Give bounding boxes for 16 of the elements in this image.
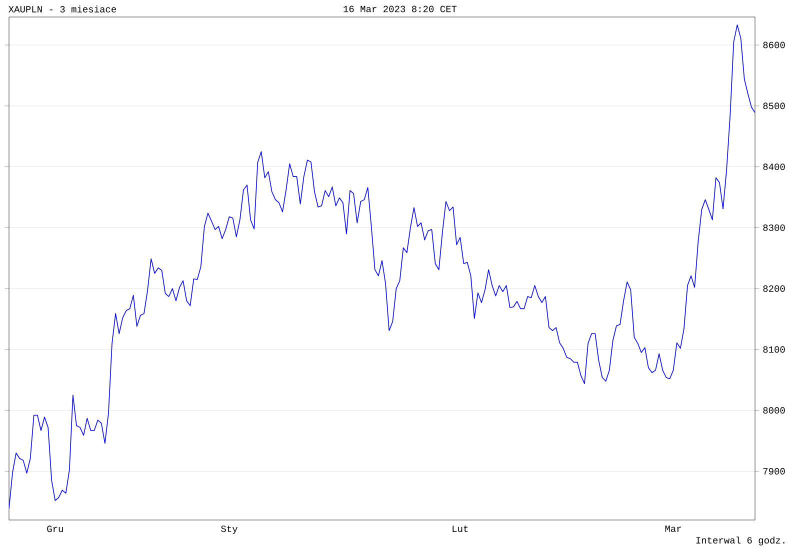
y-tick-label: 8100: [763, 346, 785, 353]
y-tick-label: 8400: [763, 164, 785, 170]
y-tick-label: 8200: [763, 285, 785, 292]
x-tick-label: Gru: [47, 526, 63, 532]
y-tick-label: 8000: [763, 407, 785, 414]
chart-title: XAUPLN - 3 miesiace: [8, 6, 116, 12]
text: 16 Mar 2023 8:20 CET: [344, 6, 457, 12]
text: Interwal 6 godz.: [696, 536, 784, 546]
y-tick-label: 7900: [763, 468, 785, 475]
x-tick-label: Mar: [665, 526, 681, 532]
y-tick-label: 8300: [763, 224, 785, 231]
x-tick-label: Lut: [452, 526, 468, 532]
x-tick-label: Sty: [221, 526, 238, 534]
y-tick-label: 8500: [763, 102, 785, 110]
line-series: [9, 24, 756, 509]
y-tick-label: 8600: [763, 42, 785, 48]
